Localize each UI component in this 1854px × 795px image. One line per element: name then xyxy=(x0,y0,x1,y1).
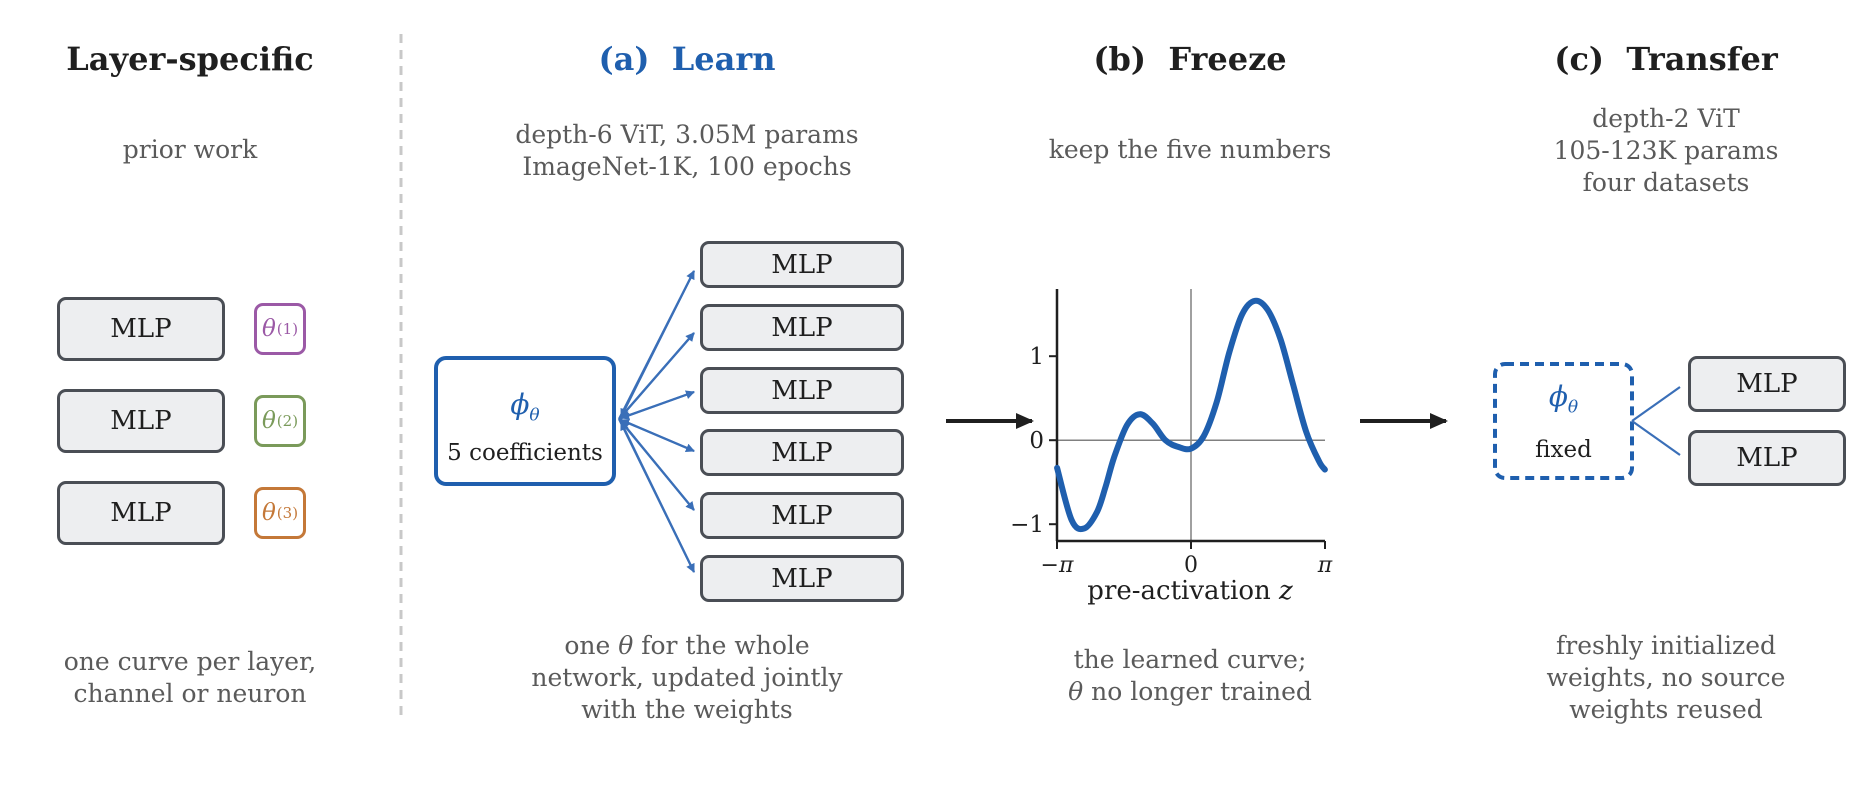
mlp-block: MLP xyxy=(700,492,904,539)
y-tick-label: −1 xyxy=(1010,512,1044,538)
theta-symbol: θ xyxy=(261,408,276,434)
mlp-block: MLP xyxy=(57,481,225,545)
subtitle-line: depth-6 ViT, 3.05M params xyxy=(515,120,859,149)
layer-specific-title: Layer-specific xyxy=(66,40,314,78)
mlp-block: MLP xyxy=(57,389,225,453)
learn-title: (a) Learn xyxy=(527,40,847,78)
panel-title: Learn xyxy=(671,40,776,78)
subtitle-line: depth-2 ViT xyxy=(1592,104,1740,133)
caption-line: weights, no source xyxy=(1546,663,1786,692)
transfer-caption: freshly initialized weights, no source w… xyxy=(1466,630,1854,726)
subtitle-line: 105-123K params xyxy=(1553,136,1779,165)
phi-subscript: θ xyxy=(529,405,540,426)
x-tick-label: −π xyxy=(1041,553,1074,578)
learned-curve-line xyxy=(1054,297,1328,533)
fan-arrow-back xyxy=(620,420,695,511)
caption-line: freshly initialized xyxy=(1556,631,1776,660)
caption-text: no longer trained xyxy=(1083,677,1312,706)
x-axis-label: pre-activation z xyxy=(1040,576,1340,606)
theta-symbol: θ xyxy=(261,316,276,342)
transfer-title: (c) Transfer xyxy=(1506,40,1826,78)
theta-symbol: θ xyxy=(1068,677,1084,706)
phi-theta-symbol: ϕθ xyxy=(1495,380,1632,418)
mlp-block: MLP xyxy=(700,304,904,351)
phi-symbol: ϕ xyxy=(510,388,530,421)
fan-arrow-back xyxy=(620,332,695,418)
caption-line: weights reused xyxy=(1569,695,1763,724)
theta-symbol: θ xyxy=(261,500,276,526)
mlp-block: MLP xyxy=(700,429,904,476)
y-tick-label: 1 xyxy=(1029,344,1044,370)
caption-line: the learned curve; xyxy=(1073,645,1307,674)
caption-text: one xyxy=(564,631,619,660)
freeze-subtitle: keep the five numbers xyxy=(1048,135,1332,164)
fan-arrow-back xyxy=(620,418,695,453)
theta-2-box: θ (2) xyxy=(254,395,306,447)
phi-theta-symbol: ϕθ xyxy=(438,388,612,426)
layer-specific-subtitle: prior work xyxy=(122,135,258,164)
panel-title: Transfer xyxy=(1626,40,1778,78)
mlp-block: MLP xyxy=(1688,356,1846,412)
mlp-block: MLP xyxy=(700,241,904,288)
phi-subscript: θ xyxy=(1567,397,1579,418)
mlp-block: MLP xyxy=(57,297,225,361)
phi-symbol: ϕ xyxy=(1548,380,1568,413)
subtitle-line: four datasets xyxy=(1582,168,1750,197)
mlp-block: MLP xyxy=(1688,430,1846,486)
coefficients-label: 5 coefficients xyxy=(447,440,603,466)
x-tick-label: 0 xyxy=(1184,553,1198,578)
caption-line: θ no longer trained xyxy=(990,676,1390,708)
mlp-block: MLP xyxy=(700,555,904,602)
freeze-title: (b) Freeze xyxy=(1030,40,1350,78)
x-axis-label-text: pre-activation xyxy=(1087,576,1279,606)
connector-line xyxy=(1631,386,1681,422)
phi-coefficient-box: ϕθ 5 coefficients xyxy=(434,356,616,486)
caption-line: with the weights xyxy=(581,695,793,724)
theta-superscript: (1) xyxy=(276,320,299,338)
fan-arrow-back xyxy=(620,421,695,573)
panel-title: Freeze xyxy=(1168,40,1287,78)
caption-line: channel or neuron xyxy=(73,679,307,708)
fan-arrow-back xyxy=(620,390,695,420)
learn-caption: one θ for the whole network, updated joi… xyxy=(467,630,907,726)
caption-line: one curve per layer, xyxy=(63,647,317,676)
x-tick-label: π xyxy=(1317,553,1333,578)
caption-line: one θ for the whole xyxy=(467,630,907,662)
theta-symbol: θ xyxy=(618,631,634,660)
theta-superscript: (2) xyxy=(276,412,299,430)
theta-3-box: θ (3) xyxy=(254,487,306,539)
subtitle-line: ImageNet-1K, 100 epochs xyxy=(522,152,852,181)
learn-subtitle: depth-6 ViT, 3.05M params ImageNet-1K, 1… xyxy=(467,119,907,183)
fan-arrow-back xyxy=(620,270,695,418)
mlp-block: MLP xyxy=(700,367,904,414)
fixed-phi-box xyxy=(1493,362,1634,480)
freeze-caption: the learned curve; θ no longer trained xyxy=(990,644,1390,708)
panel-label: (c) xyxy=(1554,40,1605,78)
panel-label: (a) xyxy=(598,40,650,78)
x-axis-label-variable: z xyxy=(1278,576,1293,606)
panel-label: (b) xyxy=(1093,40,1147,78)
caption-text: for the whole xyxy=(633,631,810,660)
transfer-subtitle: depth-2 ViT 105-123K params four dataset… xyxy=(1466,103,1854,199)
theta-superscript: (3) xyxy=(276,504,299,522)
connector-line xyxy=(1631,420,1681,456)
layer-specific-caption: one curve per layer, channel or neuron xyxy=(30,646,350,710)
caption-line: network, updated jointly xyxy=(531,663,843,692)
y-tick-label: 0 xyxy=(1029,428,1044,454)
fixed-label: fixed xyxy=(1535,437,1592,463)
theta-1-box: θ (1) xyxy=(254,303,306,355)
